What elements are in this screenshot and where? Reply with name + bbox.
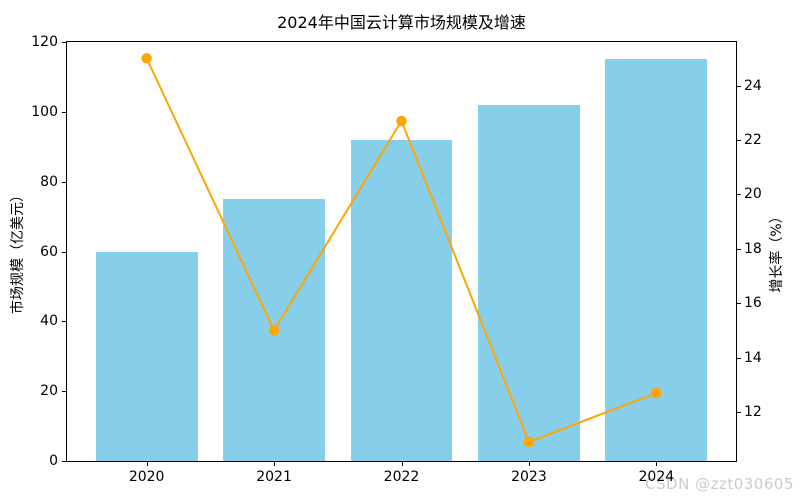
x-axis-tick [401,462,403,466]
left-axis-tick-label: 20 [40,383,58,400]
right-axis-tick [737,412,741,414]
left-axis-tick-label: 60 [40,243,58,260]
right-axis-tick [737,194,741,196]
data-point-marker [268,325,280,336]
growth-line-layer [141,53,662,448]
x-axis-tick-label: 2020 [128,469,165,485]
right-axis-tick-label: 22 [744,131,762,148]
right-axis-tick [737,248,741,250]
x-axis-tick-label: 2022 [383,469,420,485]
left-axis-tick-label: 80 [40,173,58,190]
x-axis-tick-label: 2023 [511,469,547,485]
left-axis-tick-label: 120 [31,34,58,50]
right-axis-tick-label: 24 [744,77,762,94]
left-axis-tick-label: 0 [49,453,58,469]
left-axis-tick [62,251,66,253]
x-axis-tick [528,462,530,466]
right-axis-tick-label: 16 [744,295,762,312]
left-axis-tick [62,391,66,393]
data-point-marker [141,53,152,64]
data-point-marker [523,436,535,448]
left-axis-tick [62,111,66,113]
x-axis-tick [146,462,148,466]
left-axis-tick [62,181,66,183]
right-axis-tick-label: 18 [744,240,762,257]
bar-2020 [95,251,198,461]
right-axis-tick [737,303,741,305]
bar-2023 [477,104,580,461]
right-axis-tick-label: 12 [744,404,762,421]
right-axis-tick [737,357,741,359]
left-axis-tick [62,321,66,323]
left-axis-tick-label: 100 [31,103,58,120]
data-point-marker [651,387,662,399]
bar-2022 [350,139,453,461]
left-axis-tick [62,42,66,43]
right-axis-tick-label: 14 [744,349,762,366]
x-axis-tick-label: 2021 [256,469,292,485]
right-axis-tick [737,139,741,141]
x-axis-tick-label: 2024 [638,469,675,485]
left-axis-tick [62,461,66,462]
x-axis-tick [274,462,276,466]
left-axis-tick-label: 40 [40,313,58,330]
data-point-marker [396,115,407,127]
watermark: CSDN @zzt030605 [645,475,794,493]
right-axis-tick-label: 20 [744,186,762,203]
right-axis-tick [737,85,741,87]
chart-title: 2024年中国云计算市场规模及增速 [277,13,526,32]
x-axis-tick [656,462,658,466]
